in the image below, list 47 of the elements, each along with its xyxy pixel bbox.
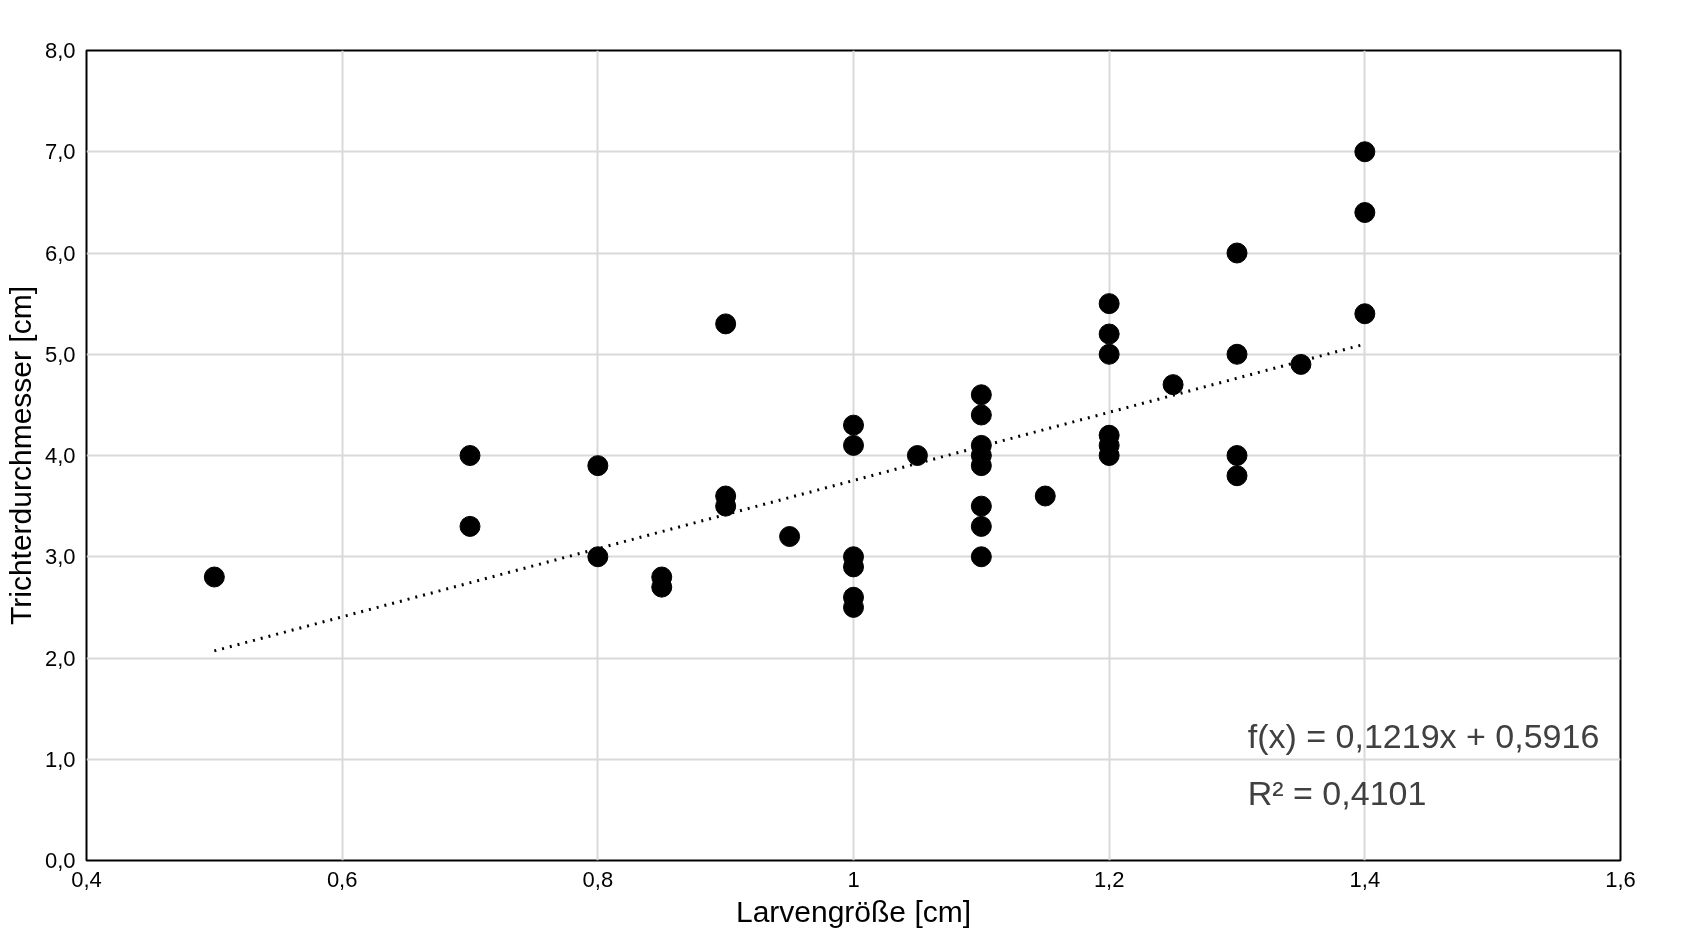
x-tick-label: 1,6 <box>1605 866 1636 892</box>
point <box>587 546 609 568</box>
y-tick-label: 6,0 <box>44 240 76 266</box>
y-axis-title: Trichterdurchmesser [cm] <box>3 286 37 625</box>
y-tick-label: 3,0 <box>44 544 76 570</box>
point <box>843 414 864 436</box>
y-tick-label: 0,0 <box>44 848 76 873</box>
x-tick-label: 1 <box>847 866 860 892</box>
point <box>1290 353 1312 375</box>
point <box>459 515 481 537</box>
point <box>970 515 992 537</box>
point <box>1098 343 1120 365</box>
y-tick-label: 7,0 <box>44 139 76 165</box>
point <box>1354 202 1376 223</box>
point <box>1034 485 1056 507</box>
point <box>843 434 864 456</box>
point <box>1162 374 1184 396</box>
y-tick-label: 5,0 <box>44 341 76 367</box>
point <box>1354 141 1376 163</box>
x-tick-label: 0,8 <box>582 866 614 892</box>
point <box>970 495 992 517</box>
point <box>906 445 928 466</box>
annotation: R² = 0,4101 <box>1247 773 1427 812</box>
point <box>203 566 225 588</box>
point <box>1226 242 1248 264</box>
annotation: f(x) = 0,1219x + 0,5916 <box>1247 717 1600 756</box>
y-tick-label: 2,0 <box>44 645 76 671</box>
x-axis-title: Larvengröße [cm] <box>735 894 972 928</box>
point <box>587 455 609 477</box>
point <box>1226 465 1248 487</box>
point <box>970 384 992 406</box>
point <box>1098 323 1120 345</box>
point <box>1226 445 1248 466</box>
y-tick-label: 4,0 <box>44 443 76 468</box>
point <box>779 526 801 547</box>
point <box>1226 343 1248 365</box>
y-tick-label: 1,0 <box>44 746 76 772</box>
point <box>970 404 992 426</box>
x-tick-label: 1,4 <box>1349 866 1381 892</box>
point <box>459 445 481 466</box>
point <box>1098 293 1120 315</box>
point <box>970 546 992 568</box>
point <box>715 313 737 335</box>
y-tick-label: 8,0 <box>44 38 76 63</box>
point <box>1354 303 1376 325</box>
x-tick-label: 1,2 <box>1093 866 1125 892</box>
x-tick-label: 0,6 <box>326 866 358 892</box>
